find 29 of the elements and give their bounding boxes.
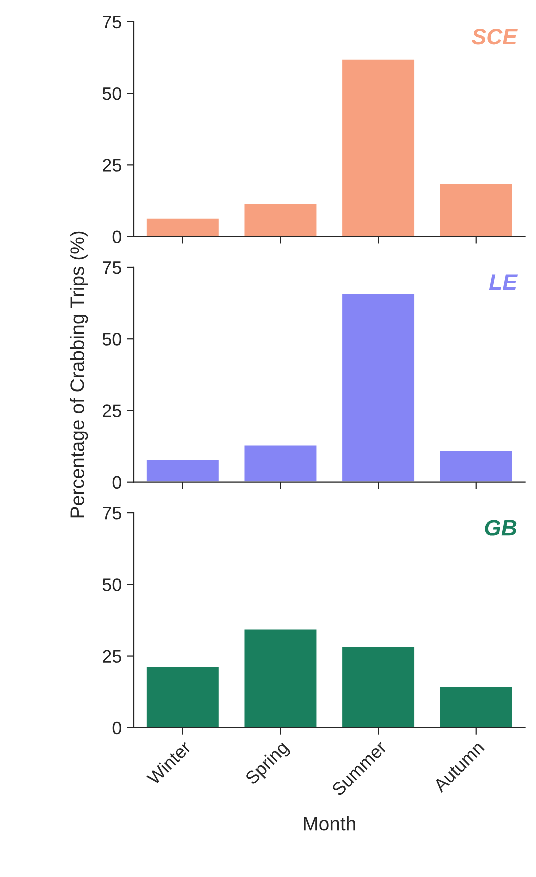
y-tick-label: 25 xyxy=(103,159,122,172)
bar xyxy=(243,628,318,728)
y-axis-title: Percentage of Crabbing Trips (%) xyxy=(70,232,88,518)
y-tick-label: 0 xyxy=(112,722,122,735)
bar xyxy=(438,450,514,482)
y-tick-label: 50 xyxy=(102,87,122,100)
y-tick-label: 25 xyxy=(103,650,122,664)
y-tick-label: 25 xyxy=(103,404,122,418)
y-tick-label: 75 xyxy=(103,507,122,520)
bar xyxy=(146,666,220,728)
y-tick-label: 0 xyxy=(112,230,122,244)
bar xyxy=(341,58,416,237)
bar xyxy=(438,183,514,237)
bar xyxy=(438,686,514,728)
chart-title: LE xyxy=(489,274,518,290)
y-tick-label: 75 xyxy=(103,262,122,274)
chart-title: GB xyxy=(485,520,517,536)
bar xyxy=(146,458,220,482)
bar xyxy=(341,646,416,728)
y-tick-label: 0 xyxy=(112,476,122,490)
bar xyxy=(341,292,416,482)
x-axis-title: Month xyxy=(304,816,356,831)
chart-title: SCE xyxy=(472,28,518,45)
bar xyxy=(243,203,318,237)
bar xyxy=(243,444,318,482)
bar xyxy=(146,217,220,237)
y-tick-label: 75 xyxy=(103,16,122,29)
y-tick-label: 50 xyxy=(102,578,122,592)
y-tick-label: 50 xyxy=(102,333,122,346)
